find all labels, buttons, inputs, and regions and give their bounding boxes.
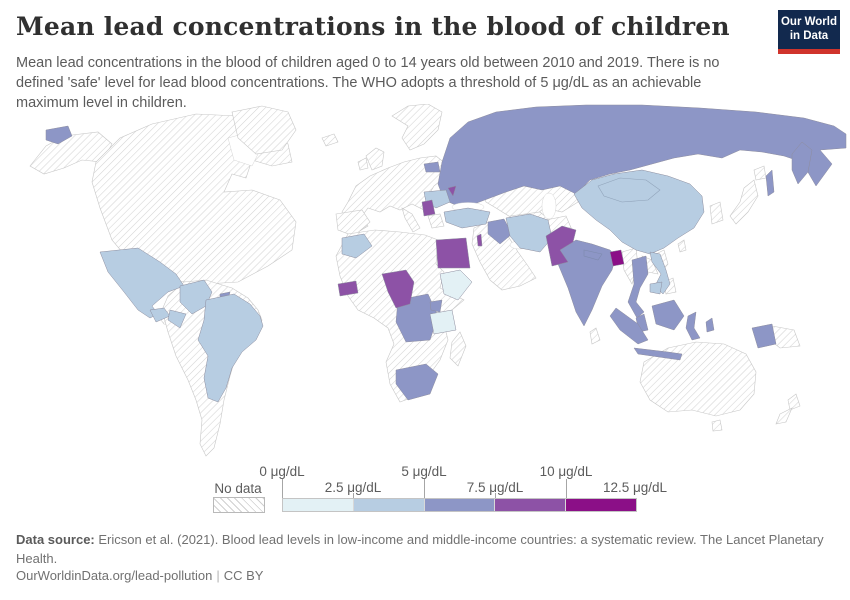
country-nigeria-cameroon[interactable] <box>381 269 415 309</box>
page-title: Mean lead concentrations in the blood of… <box>16 12 730 41</box>
country-australia[interactable] <box>639 341 757 417</box>
world-map-svg <box>29 103 847 457</box>
legend-tickmark-7.5 <box>495 493 496 498</box>
legend-tickmark-10 <box>566 479 567 498</box>
country-greece[interactable] <box>427 213 445 229</box>
new-zealand-south[interactable] <box>775 407 793 425</box>
country-lithuania[interactable] <box>423 161 441 173</box>
footer-separator: | <box>216 568 220 583</box>
legend-tick-5: 5 μg/dL <box>401 464 447 479</box>
country-mexico[interactable] <box>99 247 185 319</box>
country-uk[interactable] <box>365 147 385 171</box>
country-greenland[interactable] <box>231 105 297 155</box>
legend-swatch-7.5-10[interactable] <box>494 499 566 511</box>
legend-tickmark-5 <box>424 479 425 498</box>
country-israel[interactable] <box>476 233 483 247</box>
scandinavia[interactable] <box>391 103 443 151</box>
country-korea[interactable] <box>709 201 724 225</box>
indonesia-moluccas[interactable] <box>705 317 715 333</box>
country-serbia[interactable] <box>421 199 436 217</box>
country-sri-lanka[interactable] <box>589 327 601 345</box>
legend-swatch-10-12.5[interactable] <box>565 499 636 511</box>
bin-2.5-5-countries <box>99 169 705 403</box>
country-senegal[interactable] <box>337 280 359 297</box>
country-moldova[interactable] <box>447 185 457 197</box>
country-taiwan[interactable] <box>677 239 687 253</box>
bin-0-2.5-countries <box>429 269 473 335</box>
legend-color-bar[interactable] <box>282 498 637 512</box>
nepal-border <box>583 249 603 261</box>
legend-tick-7.5: 7.5 μg/dL <box>466 480 524 495</box>
country-dr-congo[interactable] <box>395 293 439 343</box>
russia-sakhalin[interactable] <box>765 169 775 197</box>
caspian-sea <box>541 192 557 220</box>
owid-logo-line2: in Data <box>789 29 829 42</box>
indonesia-java[interactable] <box>633 347 683 361</box>
country-japan[interactable] <box>729 179 759 225</box>
legend-tickmark-0 <box>282 479 283 498</box>
footer-link-line: OurWorldinData.org/lead-pollution | CC BY <box>16 568 263 583</box>
iberia[interactable] <box>335 209 371 237</box>
country-south-africa[interactable] <box>395 363 439 401</box>
country-uganda[interactable] <box>429 299 443 313</box>
country-russia-ukraine[interactable] <box>437 104 847 207</box>
legend-no-data-swatch[interactable] <box>213 497 265 513</box>
legend-tick-12.5: 12.5 μg/dL <box>602 480 668 495</box>
australia-tasmania[interactable] <box>711 419 723 432</box>
country-iran[interactable] <box>505 213 553 253</box>
country-china-mongolia[interactable] <box>573 169 705 255</box>
russia-chukotka-west[interactable] <box>45 125 73 145</box>
indonesia-borneo[interactable] <box>651 299 685 331</box>
country-bangladesh[interactable] <box>609 249 625 267</box>
legend-swatch-0-2.5[interactable] <box>283 499 353 511</box>
country-pakistan[interactable] <box>545 225 577 267</box>
legend-tick-0: 0 μg/dL <box>259 464 305 479</box>
mongolia-border <box>597 177 661 203</box>
data-source-label: Data source: <box>16 532 95 547</box>
owid-logo-redbar <box>778 49 840 54</box>
owid-logo-box: Our World in Data <box>778 10 840 49</box>
world-map <box>0 103 850 466</box>
country-iceland[interactable] <box>321 133 339 147</box>
indonesia-sulawesi[interactable] <box>685 311 701 341</box>
country-iraq[interactable] <box>487 218 513 245</box>
page-subtitle: Mean lead concentrations in the blood of… <box>16 55 720 111</box>
country-ethiopia[interactable] <box>439 269 473 301</box>
data-source-text: Ericson et al. (2021). Blood lead levels… <box>16 532 824 566</box>
new-zealand-north[interactable] <box>787 393 801 411</box>
owid-logo[interactable]: Our World in Data <box>778 10 840 54</box>
legend-tick-2.5: 2.5 μg/dL <box>324 480 382 495</box>
country-thailand[interactable] <box>627 255 649 319</box>
legend-tick-10: 10 μg/dL <box>539 464 593 479</box>
legend-tickmark-2.5 <box>353 493 354 498</box>
country-ecuador[interactable] <box>167 309 187 329</box>
country-ireland[interactable] <box>357 157 369 171</box>
country-india[interactable] <box>557 239 617 327</box>
country-tanzania[interactable] <box>429 309 457 335</box>
owid-logo-line1: Our World <box>780 15 837 28</box>
indonesia-sumatra[interactable] <box>609 307 649 345</box>
country-madagascar[interactable] <box>449 331 467 367</box>
indonesia-west-papua[interactable] <box>751 323 777 349</box>
owid-url-link[interactable]: OurWorldinData.org/lead-pollution <box>16 568 213 583</box>
country-vietnam[interactable] <box>649 251 671 295</box>
legend-swatch-5-7.5[interactable] <box>423 499 495 511</box>
country-morocco[interactable] <box>341 233 373 259</box>
country-italy[interactable] <box>401 207 421 233</box>
country-egypt[interactable] <box>435 237 471 269</box>
bin-7.5-10-countries <box>337 185 577 309</box>
country-turkey[interactable] <box>443 207 491 229</box>
bin-10-12.5-countries <box>609 249 625 267</box>
license-link[interactable]: CC BY <box>223 568 264 583</box>
data-source-note: Data source: Ericson et al. (2021). Bloo… <box>16 531 836 569</box>
russia-kamchatka[interactable] <box>791 141 813 185</box>
country-cambodia[interactable] <box>649 281 663 295</box>
legend-no-data-label: No data <box>214 481 262 496</box>
country-brazil[interactable] <box>197 293 264 403</box>
legend-swatch-2.5-5[interactable] <box>352 499 424 511</box>
japan-hokkaido[interactable] <box>753 165 767 181</box>
bin-5-7.5-countries <box>45 104 847 401</box>
